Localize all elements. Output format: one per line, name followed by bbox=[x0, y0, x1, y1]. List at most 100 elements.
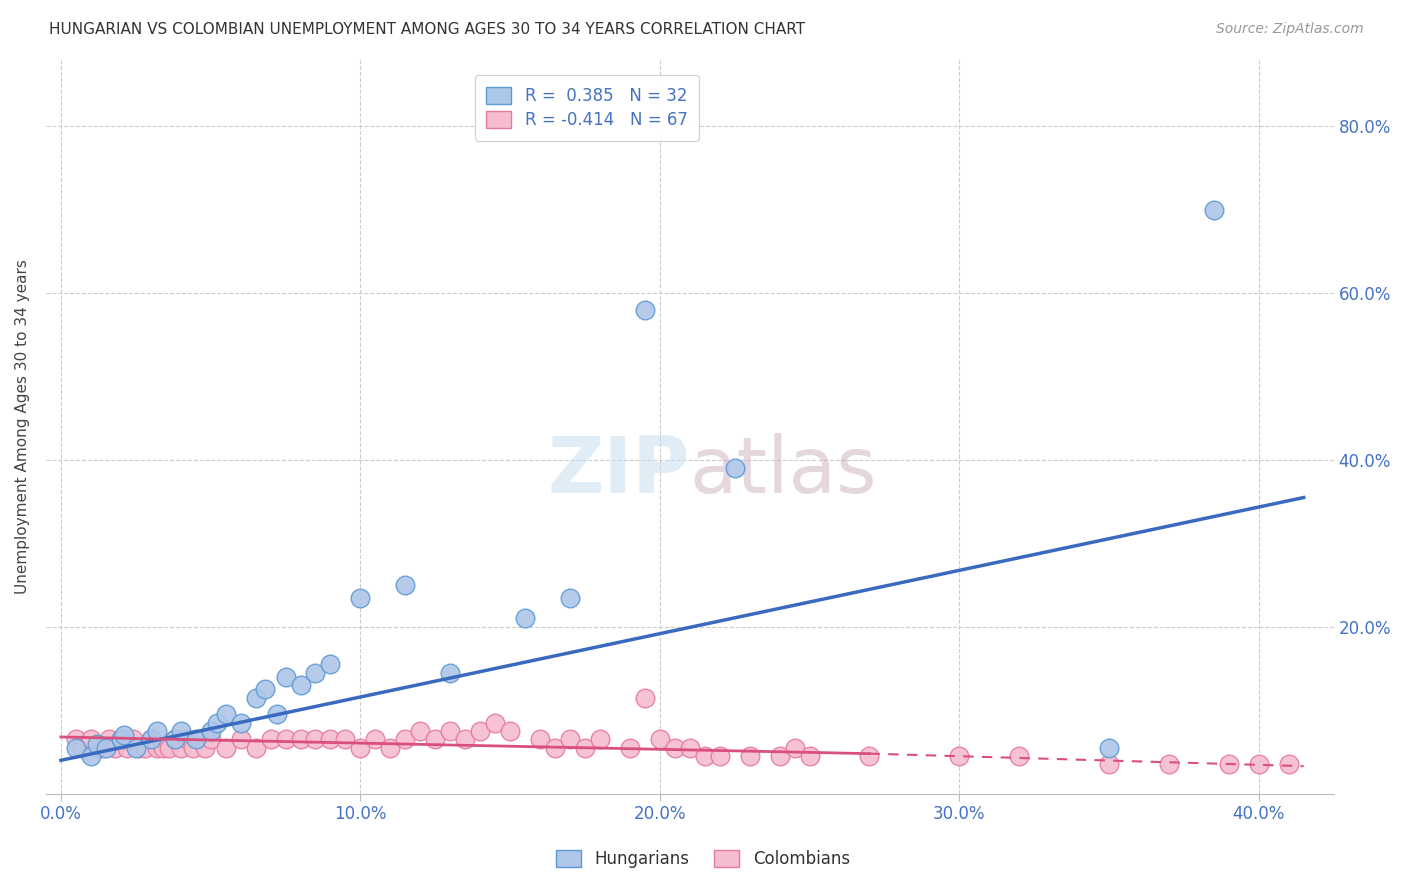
Point bbox=[380, 740, 402, 755]
Point bbox=[634, 302, 657, 317]
Point bbox=[163, 732, 186, 747]
Point bbox=[394, 732, 416, 747]
Point bbox=[94, 740, 117, 755]
Point bbox=[214, 707, 236, 722]
Point bbox=[619, 740, 641, 755]
Point bbox=[783, 740, 806, 755]
Point bbox=[1098, 757, 1121, 772]
Point bbox=[513, 611, 536, 625]
Point bbox=[245, 690, 267, 705]
Point bbox=[104, 740, 127, 755]
Legend: R =  0.385   N = 32, R = -0.414   N = 67: R = 0.385 N = 32, R = -0.414 N = 67 bbox=[474, 75, 699, 141]
Point bbox=[65, 740, 87, 755]
Point bbox=[394, 578, 416, 592]
Point bbox=[679, 740, 702, 755]
Point bbox=[634, 690, 657, 705]
Point bbox=[349, 740, 371, 755]
Point bbox=[439, 665, 461, 680]
Point bbox=[152, 740, 174, 755]
Point bbox=[205, 715, 228, 730]
Point bbox=[115, 740, 138, 755]
Point bbox=[724, 461, 747, 475]
Point bbox=[121, 732, 143, 747]
Point bbox=[858, 749, 880, 764]
Point bbox=[1247, 757, 1270, 772]
Point bbox=[738, 749, 761, 764]
Y-axis label: Unemployment Among Ages 30 to 34 years: Unemployment Among Ages 30 to 34 years bbox=[15, 260, 30, 594]
Point bbox=[335, 732, 357, 747]
Point bbox=[274, 670, 297, 684]
Point bbox=[709, 749, 731, 764]
Point bbox=[70, 740, 93, 755]
Point bbox=[589, 732, 612, 747]
Point bbox=[125, 740, 148, 755]
Point bbox=[558, 591, 581, 605]
Point bbox=[134, 740, 156, 755]
Point bbox=[214, 740, 236, 755]
Point bbox=[163, 732, 186, 747]
Point bbox=[170, 740, 193, 755]
Point bbox=[139, 732, 162, 747]
Point bbox=[1098, 740, 1121, 755]
Point bbox=[91, 740, 114, 755]
Point bbox=[319, 732, 342, 747]
Point bbox=[1157, 757, 1180, 772]
Point bbox=[574, 740, 596, 755]
Point bbox=[290, 732, 312, 747]
Point bbox=[200, 732, 222, 747]
Point bbox=[266, 707, 288, 722]
Point bbox=[194, 740, 217, 755]
Point bbox=[146, 724, 169, 739]
Point bbox=[259, 732, 281, 747]
Point bbox=[425, 732, 447, 747]
Point bbox=[80, 749, 103, 764]
Point bbox=[253, 682, 276, 697]
Point bbox=[157, 740, 180, 755]
Point bbox=[110, 732, 132, 747]
Point bbox=[1278, 757, 1301, 772]
Point bbox=[304, 732, 326, 747]
Point bbox=[181, 740, 204, 755]
Point bbox=[529, 732, 551, 747]
Point bbox=[484, 715, 506, 730]
Point bbox=[187, 732, 209, 747]
Point bbox=[80, 732, 103, 747]
Point bbox=[128, 740, 150, 755]
Point bbox=[1202, 202, 1225, 217]
Text: Source: ZipAtlas.com: Source: ZipAtlas.com bbox=[1216, 22, 1364, 37]
Point bbox=[290, 678, 312, 692]
Point bbox=[1218, 757, 1240, 772]
Point bbox=[97, 732, 120, 747]
Point bbox=[65, 732, 87, 747]
Point bbox=[544, 740, 567, 755]
Point bbox=[648, 732, 671, 747]
Point bbox=[146, 740, 169, 755]
Point bbox=[229, 732, 252, 747]
Point bbox=[409, 724, 432, 739]
Point bbox=[470, 724, 492, 739]
Text: HUNGARIAN VS COLOMBIAN UNEMPLOYMENT AMONG AGES 30 TO 34 YEARS CORRELATION CHART: HUNGARIAN VS COLOMBIAN UNEMPLOYMENT AMON… bbox=[49, 22, 806, 37]
Point bbox=[110, 732, 132, 747]
Point bbox=[176, 732, 198, 747]
Text: atlas: atlas bbox=[690, 433, 877, 508]
Point bbox=[1008, 749, 1031, 764]
Point bbox=[439, 724, 461, 739]
Point bbox=[454, 732, 477, 747]
Point bbox=[693, 749, 716, 764]
Text: ZIP: ZIP bbox=[547, 433, 690, 508]
Point bbox=[245, 740, 267, 755]
Point bbox=[499, 724, 522, 739]
Point bbox=[319, 657, 342, 672]
Point bbox=[304, 665, 326, 680]
Point bbox=[558, 732, 581, 747]
Point bbox=[86, 740, 108, 755]
Point bbox=[948, 749, 970, 764]
Point bbox=[799, 749, 821, 764]
Point bbox=[200, 724, 222, 739]
Point bbox=[349, 591, 371, 605]
Point bbox=[664, 740, 686, 755]
Point bbox=[86, 737, 108, 751]
Point bbox=[274, 732, 297, 747]
Point bbox=[364, 732, 387, 747]
Point bbox=[184, 732, 207, 747]
